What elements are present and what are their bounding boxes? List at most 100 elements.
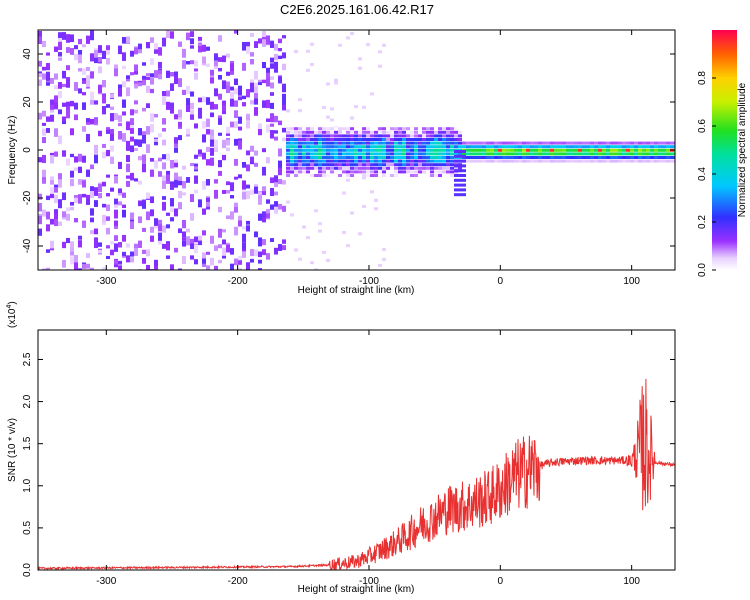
heatmap-cell bbox=[98, 192, 102, 199]
heatmap-cell bbox=[290, 134, 294, 138]
heatmap-cell bbox=[414, 127, 418, 131]
heatmap-cell bbox=[170, 83, 174, 91]
heatmap-cell bbox=[118, 191, 122, 196]
heatmap-cell bbox=[54, 95, 58, 103]
heatmap-cell bbox=[534, 148, 538, 152]
heatmap-cell bbox=[218, 160, 222, 168]
heatmap-cell bbox=[438, 141, 442, 145]
heatmap-cell bbox=[58, 91, 62, 99]
heatmap-cell bbox=[538, 156, 542, 159]
heatmap-cell bbox=[366, 130, 370, 134]
heatmap-cell bbox=[242, 161, 246, 168]
heatmap-cell bbox=[442, 174, 446, 177]
heatmap-cell bbox=[366, 159, 370, 163]
heatmap-cell bbox=[378, 166, 382, 170]
heatmap-cell bbox=[458, 193, 462, 197]
heatmap-cell bbox=[214, 179, 218, 184]
heatmap-cell bbox=[406, 148, 410, 152]
heatmap-cell bbox=[562, 152, 566, 156]
heatmap-cell bbox=[514, 159, 518, 163]
heatmap-cell bbox=[378, 148, 382, 152]
heatmap-cell bbox=[302, 154, 306, 158]
heatmap-cell bbox=[506, 141, 510, 145]
heatmap-cell bbox=[422, 152, 426, 156]
heatmap-cell bbox=[330, 130, 334, 134]
heatmap-cell bbox=[166, 174, 170, 182]
heatmap-cell bbox=[202, 252, 206, 259]
heatmap-cell bbox=[378, 145, 382, 149]
heatmap-cell bbox=[238, 174, 242, 179]
heatmap-cell bbox=[334, 138, 338, 141]
heatmap-cell bbox=[330, 134, 334, 138]
heatmap-cell bbox=[462, 150, 466, 153]
heatmap-cell bbox=[362, 163, 366, 167]
heatmap-cell bbox=[458, 134, 462, 138]
heatmap-cell bbox=[114, 67, 118, 77]
heatmap-cell bbox=[302, 138, 306, 141]
heatmap-cell bbox=[194, 259, 198, 265]
heatmap-cell bbox=[526, 145, 530, 149]
heatmap-cell bbox=[294, 50, 298, 54]
heatmap-cell bbox=[178, 190, 182, 199]
heatmap-cell bbox=[374, 174, 378, 177]
heatmap-cell bbox=[50, 218, 54, 225]
heatmap-cell bbox=[130, 221, 134, 230]
heatmap-cell bbox=[454, 141, 458, 145]
heatmap-cell bbox=[438, 130, 442, 134]
heatmap-cell bbox=[142, 227, 146, 232]
heatmap-cell bbox=[162, 196, 166, 200]
heatmap-cell bbox=[438, 159, 442, 163]
heatmap-cell bbox=[426, 138, 430, 141]
heatmap-cell bbox=[370, 159, 374, 163]
heatmap-cell bbox=[350, 116, 354, 120]
heatmap-cell bbox=[166, 243, 170, 251]
heatmap-cell bbox=[574, 141, 578, 145]
heatmap-cell bbox=[86, 66, 90, 72]
heatmap-cell bbox=[426, 148, 430, 152]
heatmap-cell bbox=[406, 141, 410, 145]
heatmap-cell bbox=[454, 154, 458, 158]
heatmap-cell bbox=[530, 156, 534, 159]
heatmap-cell bbox=[442, 134, 446, 138]
heatmap-cell bbox=[286, 156, 290, 159]
heatmap-cell bbox=[398, 156, 402, 159]
heatmap-cell bbox=[226, 215, 230, 219]
heatmap-cell bbox=[662, 148, 666, 152]
heatmap-cell bbox=[190, 102, 194, 110]
heatmap-cell bbox=[154, 49, 158, 54]
heatmap-cell bbox=[398, 159, 402, 163]
heatmap-cell bbox=[550, 148, 554, 152]
heatmap-cell bbox=[214, 56, 218, 61]
heatmap-cell bbox=[134, 47, 138, 54]
heatmap-cell bbox=[302, 156, 306, 159]
colorbar bbox=[712, 30, 737, 270]
heatmap-cell bbox=[410, 138, 414, 141]
heatmap-cell bbox=[294, 127, 298, 131]
heatmap-cell bbox=[62, 119, 66, 125]
heatmap-cell bbox=[294, 161, 298, 165]
heatmap-cell bbox=[90, 91, 94, 101]
heatmap-cell bbox=[298, 174, 302, 177]
heatmap-cell bbox=[594, 156, 598, 159]
heatmap-cell bbox=[538, 141, 542, 145]
heatmap-cell bbox=[434, 163, 438, 167]
heatmap-cell bbox=[342, 141, 346, 145]
heatmap-cell bbox=[134, 139, 138, 146]
heatmap-cell bbox=[58, 135, 62, 145]
heatmap-cell bbox=[382, 159, 386, 163]
heatmap-cell bbox=[546, 152, 550, 156]
heatmap-cell bbox=[546, 159, 550, 163]
heatmap-cell bbox=[178, 135, 182, 141]
heatmap-cell bbox=[658, 152, 662, 156]
heatmap-cell bbox=[154, 266, 158, 270]
heatmap-cell bbox=[402, 134, 406, 138]
heatmap-cell bbox=[478, 141, 482, 145]
heatmap-cell bbox=[274, 191, 278, 196]
heatmap-cell bbox=[94, 187, 98, 196]
heatmap-cell bbox=[198, 199, 202, 208]
heatmap-cell bbox=[434, 141, 438, 145]
heatmap-cell bbox=[298, 134, 302, 138]
x-tick-label: -200 bbox=[228, 576, 248, 587]
heatmap-cell bbox=[218, 132, 222, 136]
heatmap-cell bbox=[230, 211, 234, 220]
